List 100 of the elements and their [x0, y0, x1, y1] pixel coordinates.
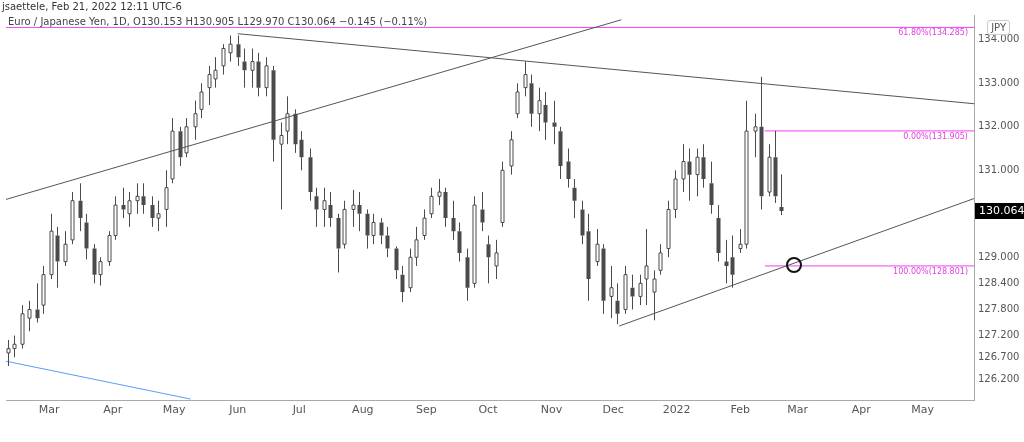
candlestick — [228, 34, 233, 63]
x-tick-label: May — [911, 403, 935, 417]
candlestick — [601, 243, 606, 315]
candlestick — [242, 47, 247, 89]
y-tick-label: 131.000 — [978, 163, 1020, 175]
candlestick — [457, 221, 462, 263]
candlestick — [630, 274, 635, 310]
candlestick — [638, 274, 643, 306]
candlestick — [673, 169, 678, 219]
y-tick-label: 126.700 — [978, 350, 1020, 362]
candlestick — [623, 265, 628, 315]
candlestick — [701, 143, 706, 189]
candlestick — [480, 191, 485, 232]
x-tick-label: Sep — [416, 403, 437, 417]
y-tick-label: 129.000 — [978, 250, 1020, 262]
candlestick — [400, 265, 405, 303]
candlestick — [494, 239, 499, 280]
candlestick — [20, 304, 25, 350]
candlestick — [543, 91, 548, 141]
y-tick-label: 126.200 — [978, 372, 1020, 384]
candlestick — [773, 130, 778, 204]
candlestick — [271, 65, 276, 163]
candlestick — [279, 121, 284, 210]
x-tick-label: Apr — [103, 403, 123, 417]
candlestick — [644, 228, 649, 306]
candlestick — [681, 143, 686, 193]
chart-subtitle: jsaettele, Feb 21, 2022 12:11 UTC-6 — [2, 1, 182, 12]
candlestick — [500, 161, 505, 228]
y-tick-label: 128.400 — [978, 276, 1020, 288]
candlestick — [509, 130, 514, 176]
candlestick — [84, 213, 89, 260]
candlestick — [299, 130, 304, 171]
x-tick-label: 2022 — [662, 403, 691, 417]
chart-title: Euro / Japanese Yen, 1D, O130.153 H130.905 L129.970 C130.064 −0.145 (−0.11%) — [8, 16, 428, 27]
candlestick — [135, 182, 140, 215]
candlestick — [523, 61, 528, 97]
x-tick-label: Jun — [228, 403, 247, 417]
candlestick — [566, 148, 571, 189]
candlestick — [609, 265, 614, 319]
candlestick — [537, 87, 542, 132]
candlestick — [27, 300, 32, 332]
candlestick — [41, 265, 46, 315]
candlestick — [529, 74, 534, 128]
candlestick — [351, 189, 356, 228]
candlestick — [357, 191, 362, 232]
candlestick — [572, 178, 577, 219]
candlestick — [465, 248, 470, 302]
candlestick — [443, 187, 448, 228]
candlestick — [264, 56, 269, 97]
y-axis-title: JPY — [987, 20, 1010, 35]
candlestick — [472, 195, 477, 289]
candlestick — [730, 235, 735, 289]
candlestick — [724, 239, 729, 284]
candlestick — [63, 230, 68, 267]
x-tick-label: Mar — [787, 403, 809, 417]
x-tick-label: Apr — [851, 403, 872, 417]
x-tick-label: Nov — [540, 403, 563, 417]
candlestick — [695, 148, 700, 197]
candlestick — [394, 245, 399, 280]
candlestick — [379, 217, 384, 245]
candlestick — [385, 226, 390, 258]
candlestick — [779, 173, 784, 216]
candlestick — [322, 187, 327, 228]
y-tick-label: 133.000 — [978, 76, 1020, 88]
candlestick — [141, 182, 146, 215]
candlestick — [250, 47, 255, 89]
candlestick — [199, 82, 204, 119]
y-tick-label: 127.200 — [978, 329, 1020, 341]
candlestick — [78, 182, 83, 232]
candlestick — [558, 126, 563, 180]
candlestick — [256, 52, 261, 97]
x-tick-label: Dec — [602, 403, 624, 417]
candlestick — [285, 95, 290, 145]
candlestick — [515, 82, 520, 119]
candlestick — [437, 178, 442, 206]
candlestick — [451, 200, 456, 241]
candlestick — [328, 191, 333, 228]
text: 130.064 — [979, 203, 1024, 217]
candlestick — [429, 187, 434, 219]
annotation: 61.80%(134.285) — [898, 28, 968, 38]
x-tick-label: May — [162, 403, 187, 417]
candlestick — [586, 213, 591, 302]
candlestick — [716, 204, 721, 263]
candlestick — [422, 208, 427, 241]
x-tick-label: Jul — [291, 403, 306, 417]
candlestick — [767, 143, 772, 197]
candlestick — [652, 269, 657, 321]
candlestick — [580, 200, 585, 245]
candlestick — [753, 113, 758, 158]
annotation: 100.00%(128.801) — [893, 267, 968, 276]
candlestick — [308, 148, 313, 202]
candlestick — [49, 213, 54, 280]
y-tick-label: 127.800 — [978, 303, 1020, 315]
x-tick-label: Feb — [730, 403, 750, 417]
candlestick — [552, 100, 557, 145]
candlestick — [486, 235, 491, 284]
candlestick — [293, 108, 298, 154]
candlestick — [709, 161, 714, 215]
candlestick — [615, 282, 620, 325]
annotation: 0.00%(131.905) — [903, 131, 968, 141]
